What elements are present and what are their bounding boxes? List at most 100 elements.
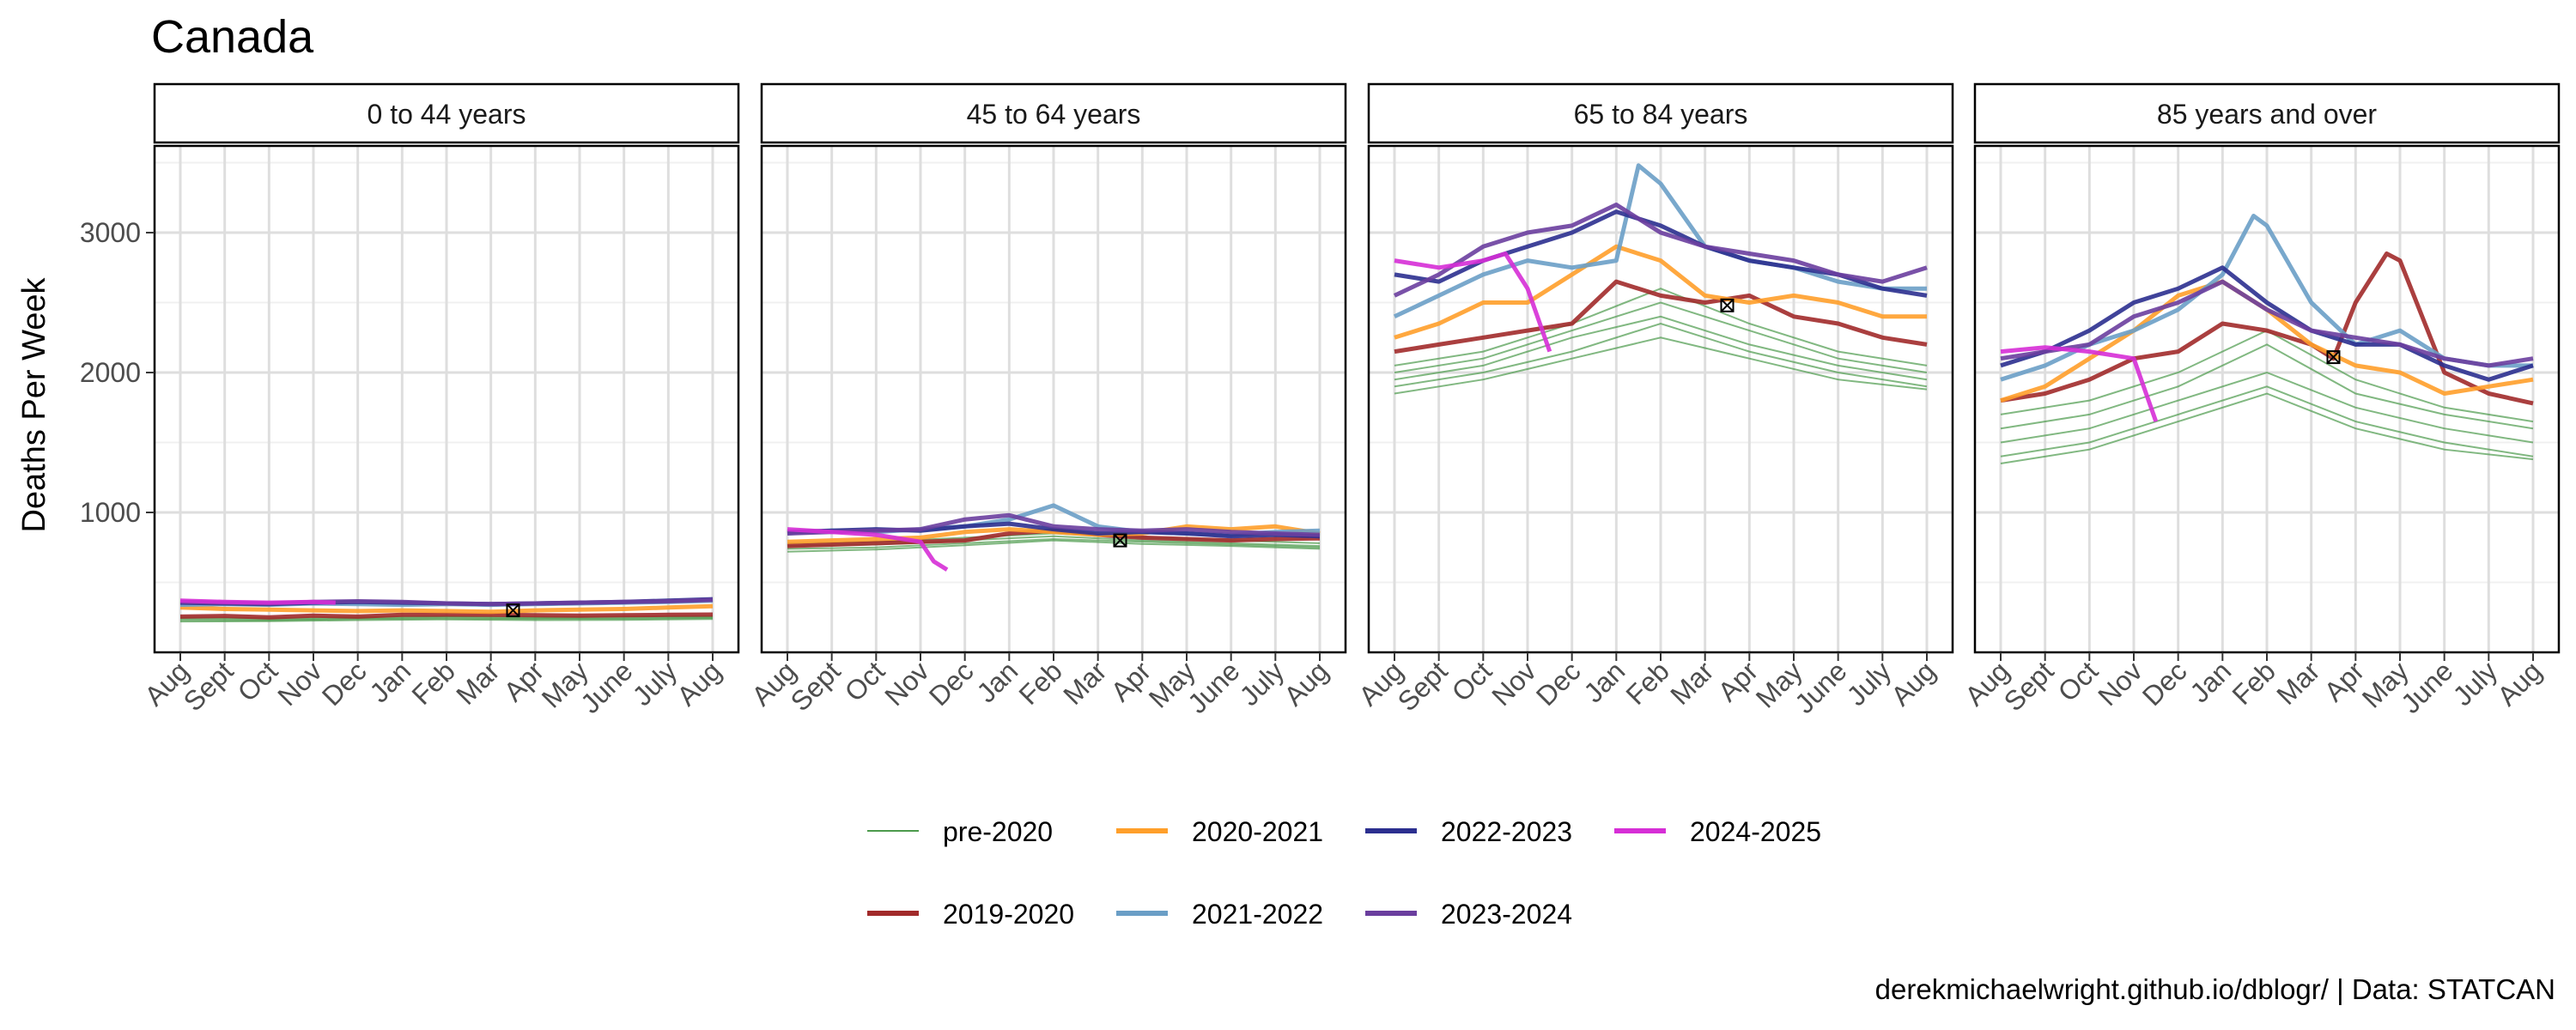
x-tick-label: Sept [1998, 655, 2060, 717]
series-line-2024-2025 [1394, 251, 1552, 353]
x-tick-label: Dec [1530, 655, 1587, 712]
x-tick-label: July [1841, 655, 1898, 712]
y-tick-label: 1000 [80, 497, 141, 528]
marker [2326, 350, 2341, 365]
x-tick-label: Sept [785, 655, 847, 717]
pre-2020-line [787, 539, 1321, 553]
pre-2020-line [2000, 343, 2534, 430]
panel-strip [153, 82, 740, 144]
legend-label: 2023-2024 [1441, 899, 1572, 930]
legend-label: pre-2020 [943, 816, 1053, 847]
x-tick-label: Jan [970, 655, 1024, 708]
pre-2020-line [787, 537, 1321, 550]
legend-item: pre-2020 [867, 816, 1053, 847]
legend-label: 2019-2020 [943, 899, 1074, 930]
x-tick-label: Mar [1664, 655, 1720, 711]
x-tick-label: Aug [1278, 655, 1334, 712]
x-tick-label: Nov [1485, 655, 1542, 712]
x-tick-label: Nov [2092, 655, 2148, 712]
x-tick-label: Feb [1013, 655, 1068, 710]
x-tick-label: July [627, 655, 683, 712]
series-line-2020-2021 [787, 524, 1321, 544]
series-line-2021-2022 [1393, 163, 1927, 319]
chart-title: Canada [151, 11, 314, 63]
y-tick-label: 2000 [80, 357, 141, 388]
x-tick-label: Aug [1885, 655, 1941, 712]
legend-label: 2020-2021 [1192, 816, 1323, 847]
x-tick-label: Sept [1392, 655, 1454, 717]
x-tick-label: Mar [2270, 655, 2326, 711]
x-tick-label: Mar [450, 655, 506, 711]
panel-strip [1973, 82, 2561, 144]
x-tick-label: Feb [2227, 655, 2281, 710]
marker-cross [506, 603, 520, 617]
panel-strip [1367, 82, 1954, 144]
x-tick-label: Dec [923, 655, 980, 712]
x-tick-label: Feb [1620, 655, 1675, 710]
pre-2020-line [1394, 301, 1928, 373]
x-tick-label: Oct [839, 655, 891, 707]
pre-2020-line [1394, 336, 1928, 395]
x-tick-label: Aug [671, 655, 727, 712]
marker [1113, 533, 1127, 548]
y-axis-label: Deaths Per Week [16, 276, 52, 532]
x-tick-label: Oct [1446, 655, 1498, 707]
legend-label: 2024-2025 [1690, 816, 1821, 847]
marker [506, 603, 520, 618]
series-line-2019-2020 [179, 612, 714, 620]
x-tick-label: Nov [271, 655, 328, 712]
series-line-2020-2021 [179, 603, 714, 615]
series-line-2023-2024 [787, 512, 1321, 537]
marker [1720, 298, 1735, 312]
series-line-2019-2020 [1394, 279, 1928, 354]
pre-2020-line [1394, 288, 1928, 367]
legend-item: 2019-2020 [867, 899, 1074, 930]
x-tick-label: Jan [363, 655, 416, 708]
legend-item: 2024-2025 [1614, 816, 1821, 847]
x-tick-label: Jan [2184, 655, 2237, 708]
panel-strip-label: 0 to 44 years [368, 99, 526, 130]
legend-item: 2021-2022 [1116, 899, 1323, 930]
x-tick-label: Nov [878, 655, 935, 712]
pre-2020-line [2000, 371, 2534, 444]
legend: pre-2020 2020-2021 2022-2023 2024-2025 2019-… [867, 816, 1821, 930]
legend-label: 2021-2022 [1192, 899, 1323, 930]
x-tick-label: July [2447, 655, 2504, 712]
legend-label: 2022-2023 [1441, 816, 1572, 847]
x-tick-label: Feb [406, 655, 461, 710]
marker-cross [1113, 533, 1127, 548]
y-tick-label: 3000 [80, 217, 141, 248]
x-tick-label: Dec [2136, 655, 2193, 712]
legend-item: 2020-2021 [1116, 816, 1323, 847]
pre-2020-line [2000, 385, 2534, 457]
x-tick-label: Sept [178, 655, 240, 717]
pre-2020-line [179, 618, 714, 623]
legend-item: 2022-2023 [1365, 816, 1572, 847]
x-tick-label: July [1234, 655, 1291, 712]
marker-cross [2326, 350, 2341, 364]
x-tick-label: Dec [316, 655, 373, 712]
caption: derekmichaelwright.github.io/dblogr/ | D… [1874, 973, 2555, 1005]
series-line-2024-2025 [2000, 345, 2159, 422]
series-line-2020-2021 [1394, 244, 1927, 340]
panel-strip [760, 82, 1347, 144]
series-line-2023-2024 [2000, 279, 2534, 368]
panel: 0 to 44 yearsAugSeptOctNovDecJanFebMarAp… [80, 82, 740, 719]
pre-2020-line [1394, 322, 1928, 388]
series-line-2023-2024 [1393, 203, 1928, 298]
pre-2020-line [2000, 392, 2534, 464]
x-tick-label: Mar [1057, 655, 1113, 711]
panel: 85 years and over Aug SeptOctNovDecJanFebM… [1959, 82, 2561, 719]
series-line-2024-2025 [787, 527, 949, 572]
series-line-2024-2025 [179, 598, 336, 605]
x-tick-label: Oct [2052, 655, 2105, 707]
panel-strip-label: 85 years and over [2157, 99, 2378, 130]
legend-item: 2023-2024 [1365, 899, 1572, 930]
panel: 45 to 64 yearsAugSeptOctNovDecJanFebMarA… [745, 82, 1347, 719]
panel-strip-label: 65 to 84 years [1574, 99, 1748, 130]
marker-cross [1720, 299, 1735, 312]
pre-2020-line [1394, 315, 1928, 381]
panels: 0 to 44 yearsAugSeptOctNovDecJanFebMarAp… [80, 82, 2561, 719]
x-tick-label: Oct [232, 655, 284, 707]
